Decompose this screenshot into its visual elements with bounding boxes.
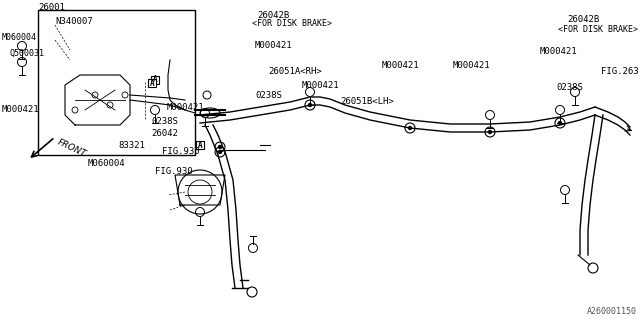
- Text: FIG.930: FIG.930: [155, 167, 193, 177]
- Text: M000421: M000421: [302, 81, 340, 90]
- Text: 83321: 83321: [118, 140, 145, 149]
- Bar: [196, 141, 204, 149]
- Text: <FOR DISK BRAKE>: <FOR DISK BRAKE>: [558, 26, 638, 35]
- Text: 26051A<RH>: 26051A<RH>: [268, 68, 322, 76]
- Circle shape: [488, 131, 492, 133]
- Text: Q500031: Q500031: [10, 49, 45, 58]
- Bar: [151, 76, 159, 84]
- Text: M060004: M060004: [2, 34, 37, 43]
- Text: 26042: 26042: [151, 129, 178, 138]
- Text: M000421: M000421: [540, 47, 578, 57]
- Text: A: A: [150, 78, 154, 87]
- Text: N340007: N340007: [55, 18, 93, 27]
- Text: M000421: M000421: [2, 106, 40, 115]
- Text: M000421: M000421: [167, 102, 205, 111]
- Text: M000421: M000421: [382, 60, 420, 69]
- Text: 26042B: 26042B: [257, 11, 289, 20]
- Text: M000421: M000421: [453, 60, 491, 69]
- Text: M000421: M000421: [255, 41, 292, 50]
- Text: 26051B<LH>: 26051B<LH>: [340, 98, 394, 107]
- Text: <FOR DISK BRAKE>: <FOR DISK BRAKE>: [252, 19, 332, 28]
- Circle shape: [218, 150, 221, 154]
- Circle shape: [218, 146, 221, 148]
- Circle shape: [408, 126, 412, 130]
- Bar: [38, 10, 195, 155]
- Text: M060004: M060004: [88, 158, 125, 167]
- Text: FIG.930: FIG.930: [162, 148, 200, 156]
- Text: FRONT: FRONT: [56, 138, 88, 159]
- Text: A: A: [153, 76, 157, 84]
- Text: FIG.263: FIG.263: [601, 68, 639, 76]
- Text: A260001150: A260001150: [587, 307, 637, 316]
- Text: 0238S: 0238S: [255, 91, 282, 100]
- Text: 0238S: 0238S: [151, 117, 178, 126]
- Text: 26042B: 26042B: [567, 15, 599, 25]
- Bar: [148, 79, 156, 87]
- Text: 26001: 26001: [38, 4, 65, 12]
- Text: A: A: [198, 140, 202, 149]
- Circle shape: [559, 122, 561, 124]
- Circle shape: [308, 103, 312, 107]
- Text: 0238S: 0238S: [556, 84, 583, 92]
